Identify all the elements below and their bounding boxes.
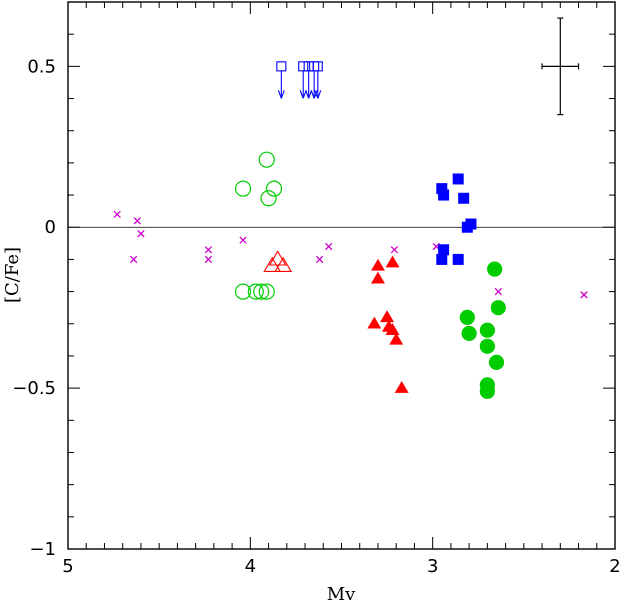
filled-triangle-marker (389, 332, 404, 345)
filled-square-marker (452, 173, 464, 185)
open-triangle-marker (274, 256, 293, 272)
open-circle-marker (258, 283, 275, 300)
x-tick-label: 2 (609, 556, 620, 577)
open-circle-marker (234, 283, 252, 300)
open-circle-marker (234, 180, 252, 197)
filled-circle-marker (488, 354, 505, 370)
data-points (113, 61, 588, 399)
filled-triangle-marker (385, 255, 400, 268)
error-bar (541, 17, 580, 116)
cross-marker (133, 217, 141, 225)
cross-marker (315, 255, 324, 264)
cross-marker (204, 246, 213, 254)
filled-circle-marker (459, 309, 475, 325)
filled-square-marker (438, 244, 450, 256)
cross-marker (129, 255, 138, 264)
filled-circle-marker (461, 325, 477, 342)
cross-marker (325, 242, 333, 251)
filled-circle-marker (479, 338, 495, 354)
filled-circle-marker (479, 322, 495, 338)
y-tick-label: −0.5 (12, 378, 56, 399)
filled-square-marker (458, 192, 470, 204)
y-axis-label: [C/Fe] (2, 247, 23, 303)
cross-marker (204, 255, 213, 264)
cross-marker (113, 210, 121, 219)
filled-triangle-marker (385, 323, 400, 335)
filled-square-marker (436, 253, 448, 265)
cross-marker (239, 236, 247, 244)
filled-square-marker (438, 189, 450, 201)
cross-marker (580, 291, 588, 299)
open-circle-marker (265, 180, 283, 197)
filled-triangle-marker (371, 258, 385, 271)
filled-triangle-marker (394, 381, 409, 393)
open-triangle-marker (268, 250, 287, 266)
x-tick-label: 3 (427, 556, 438, 577)
open-triangle-marker (263, 256, 282, 272)
filled-triangle-marker (367, 316, 382, 329)
open-circle-marker (260, 190, 277, 207)
upper-limit-marker (276, 61, 287, 99)
filled-square-marker (452, 253, 464, 265)
open-circle-marker (253, 283, 270, 300)
x-tick-label: 5 (62, 556, 73, 577)
filled-circle-marker (490, 300, 506, 316)
y-tick-label: −1 (29, 539, 56, 560)
cross-marker (390, 246, 399, 254)
cross-marker (494, 287, 502, 296)
x-tick-label: 4 (245, 556, 256, 577)
open-circle-marker (258, 151, 275, 168)
cross-marker (137, 230, 145, 238)
open-circle-marker (247, 283, 264, 300)
axis-ticks: 5 4 3 2 0.5 0 −0.5 −1 (12, 1, 621, 577)
filled-triangle-marker (371, 271, 385, 284)
y-tick-label: 0.5 (27, 56, 56, 77)
plot-frame (67, 1, 616, 550)
filled-circle-marker (479, 383, 495, 399)
y-tick-label: 0 (45, 217, 56, 238)
filled-triangle-marker (380, 310, 395, 323)
upper-limit-marker (312, 61, 323, 99)
filled-square-marker (461, 221, 473, 233)
filled-circle-marker (487, 261, 503, 277)
x-axis-label: Mv (327, 584, 356, 603)
